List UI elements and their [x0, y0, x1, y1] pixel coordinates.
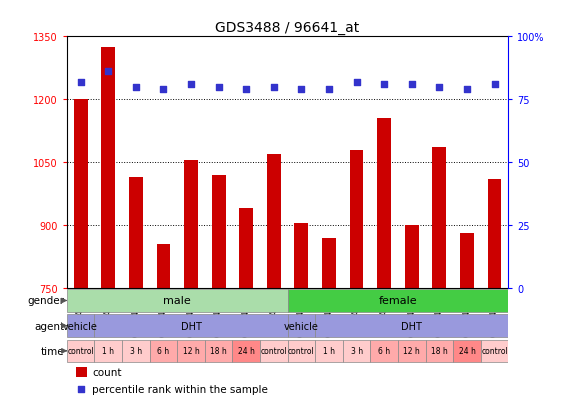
Text: 3 h: 3 h: [350, 347, 363, 356]
Bar: [288, 315, 315, 337]
Point: [159, 87, 168, 93]
Text: 18 h: 18 h: [431, 347, 448, 356]
Text: time: time: [41, 346, 64, 356]
Text: 24 h: 24 h: [238, 347, 254, 356]
Text: DHT: DHT: [181, 321, 202, 331]
Bar: [150, 339, 177, 362]
Bar: [76, 368, 87, 377]
Bar: [315, 339, 343, 362]
Text: count: count: [92, 368, 122, 377]
Bar: [288, 290, 508, 312]
Bar: [67, 315, 94, 337]
Text: 1 h: 1 h: [102, 347, 114, 356]
Point: [379, 81, 389, 88]
Text: 24 h: 24 h: [458, 347, 475, 356]
Bar: [398, 339, 425, 362]
Point: [269, 84, 278, 91]
Text: male: male: [163, 296, 191, 306]
Point: [103, 69, 113, 76]
Text: control: control: [67, 347, 94, 356]
Text: vehicle: vehicle: [63, 321, 98, 331]
Point: [435, 84, 444, 91]
Text: control: control: [260, 347, 287, 356]
Point: [131, 84, 141, 91]
Bar: [94, 339, 122, 362]
Text: vehicle: vehicle: [284, 321, 319, 331]
Bar: [177, 339, 205, 362]
Bar: [405, 225, 419, 288]
Bar: [239, 209, 253, 288]
Text: agent: agent: [34, 321, 64, 331]
Bar: [377, 119, 391, 288]
Bar: [101, 47, 115, 288]
Bar: [129, 177, 143, 288]
Bar: [460, 234, 474, 288]
Bar: [156, 244, 170, 288]
Bar: [487, 179, 501, 288]
Bar: [432, 148, 446, 288]
Bar: [288, 339, 315, 362]
Bar: [74, 100, 88, 288]
Bar: [67, 290, 288, 312]
Text: 3 h: 3 h: [130, 347, 142, 356]
Bar: [315, 315, 508, 337]
Text: percentile rank within the sample: percentile rank within the sample: [92, 384, 268, 394]
Text: 6 h: 6 h: [157, 347, 170, 356]
Bar: [322, 238, 336, 288]
Text: control: control: [481, 347, 508, 356]
Bar: [67, 339, 94, 362]
Point: [297, 87, 306, 93]
Text: 12 h: 12 h: [182, 347, 199, 356]
Bar: [350, 150, 364, 288]
Text: 1 h: 1 h: [323, 347, 335, 356]
Point: [214, 84, 223, 91]
Bar: [232, 339, 260, 362]
Text: DHT: DHT: [401, 321, 422, 331]
Bar: [425, 339, 453, 362]
Bar: [211, 175, 225, 288]
Bar: [371, 339, 398, 362]
Text: 6 h: 6 h: [378, 347, 390, 356]
Bar: [267, 154, 281, 288]
Title: GDS3488 / 96641_at: GDS3488 / 96641_at: [216, 21, 360, 35]
Bar: [343, 339, 371, 362]
Point: [242, 87, 251, 93]
Text: 18 h: 18 h: [210, 347, 227, 356]
Point: [407, 81, 417, 88]
Bar: [94, 315, 288, 337]
Point: [462, 87, 472, 93]
Bar: [295, 223, 309, 288]
Bar: [122, 339, 150, 362]
Point: [324, 87, 333, 93]
Bar: [453, 339, 481, 362]
Point: [490, 81, 499, 88]
Bar: [481, 339, 508, 362]
Point: [76, 79, 85, 85]
Text: 12 h: 12 h: [403, 347, 420, 356]
Bar: [260, 339, 288, 362]
Text: female: female: [379, 296, 417, 306]
Point: [77, 386, 86, 392]
Point: [352, 79, 361, 85]
Bar: [205, 339, 232, 362]
Text: gender: gender: [28, 296, 64, 306]
Bar: [184, 161, 198, 288]
Point: [187, 81, 196, 88]
Text: control: control: [288, 347, 315, 356]
